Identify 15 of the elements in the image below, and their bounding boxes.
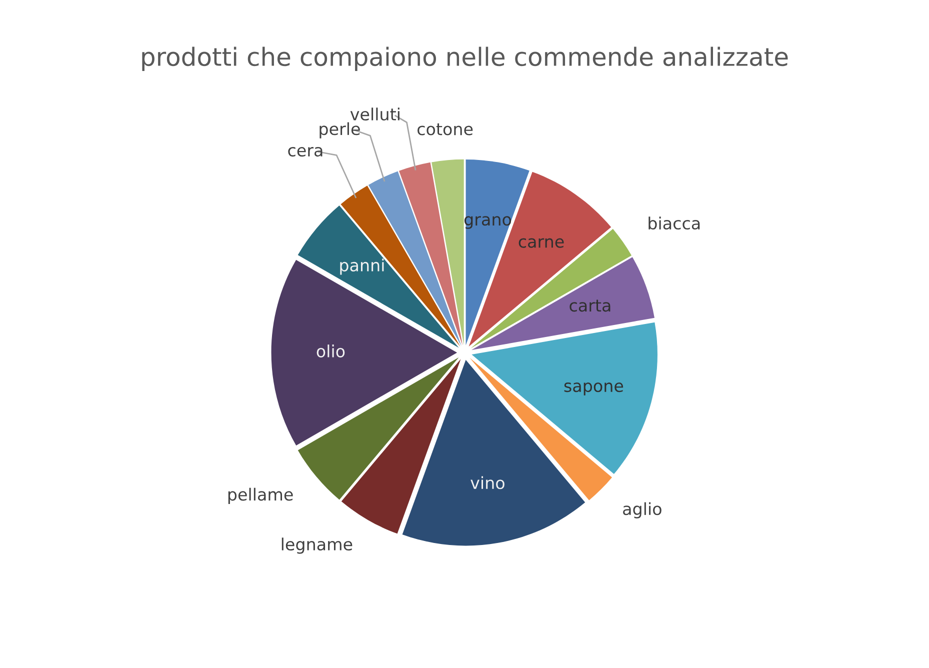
slice-label: pellame [228, 488, 293, 504]
chart-title: prodotti che compaiono nelle commende analizzate [142, 46, 788, 71]
slice-label: biacca [648, 216, 700, 230]
slice-label: sapone [564, 382, 624, 396]
slice-label: carne [518, 238, 564, 248]
slice-label: velluti [350, 108, 400, 121]
slice-label: carta [570, 300, 610, 312]
slice-label: vino [470, 476, 504, 490]
slice-label: panni [340, 258, 384, 275]
slice-label: legname [282, 538, 352, 554]
slice-label: perle [320, 122, 360, 138]
slice-label: cotone [418, 123, 473, 136]
slice-label: aglio [623, 502, 662, 518]
slice-label: olio [316, 344, 345, 358]
slice-label: cera [288, 147, 322, 157]
